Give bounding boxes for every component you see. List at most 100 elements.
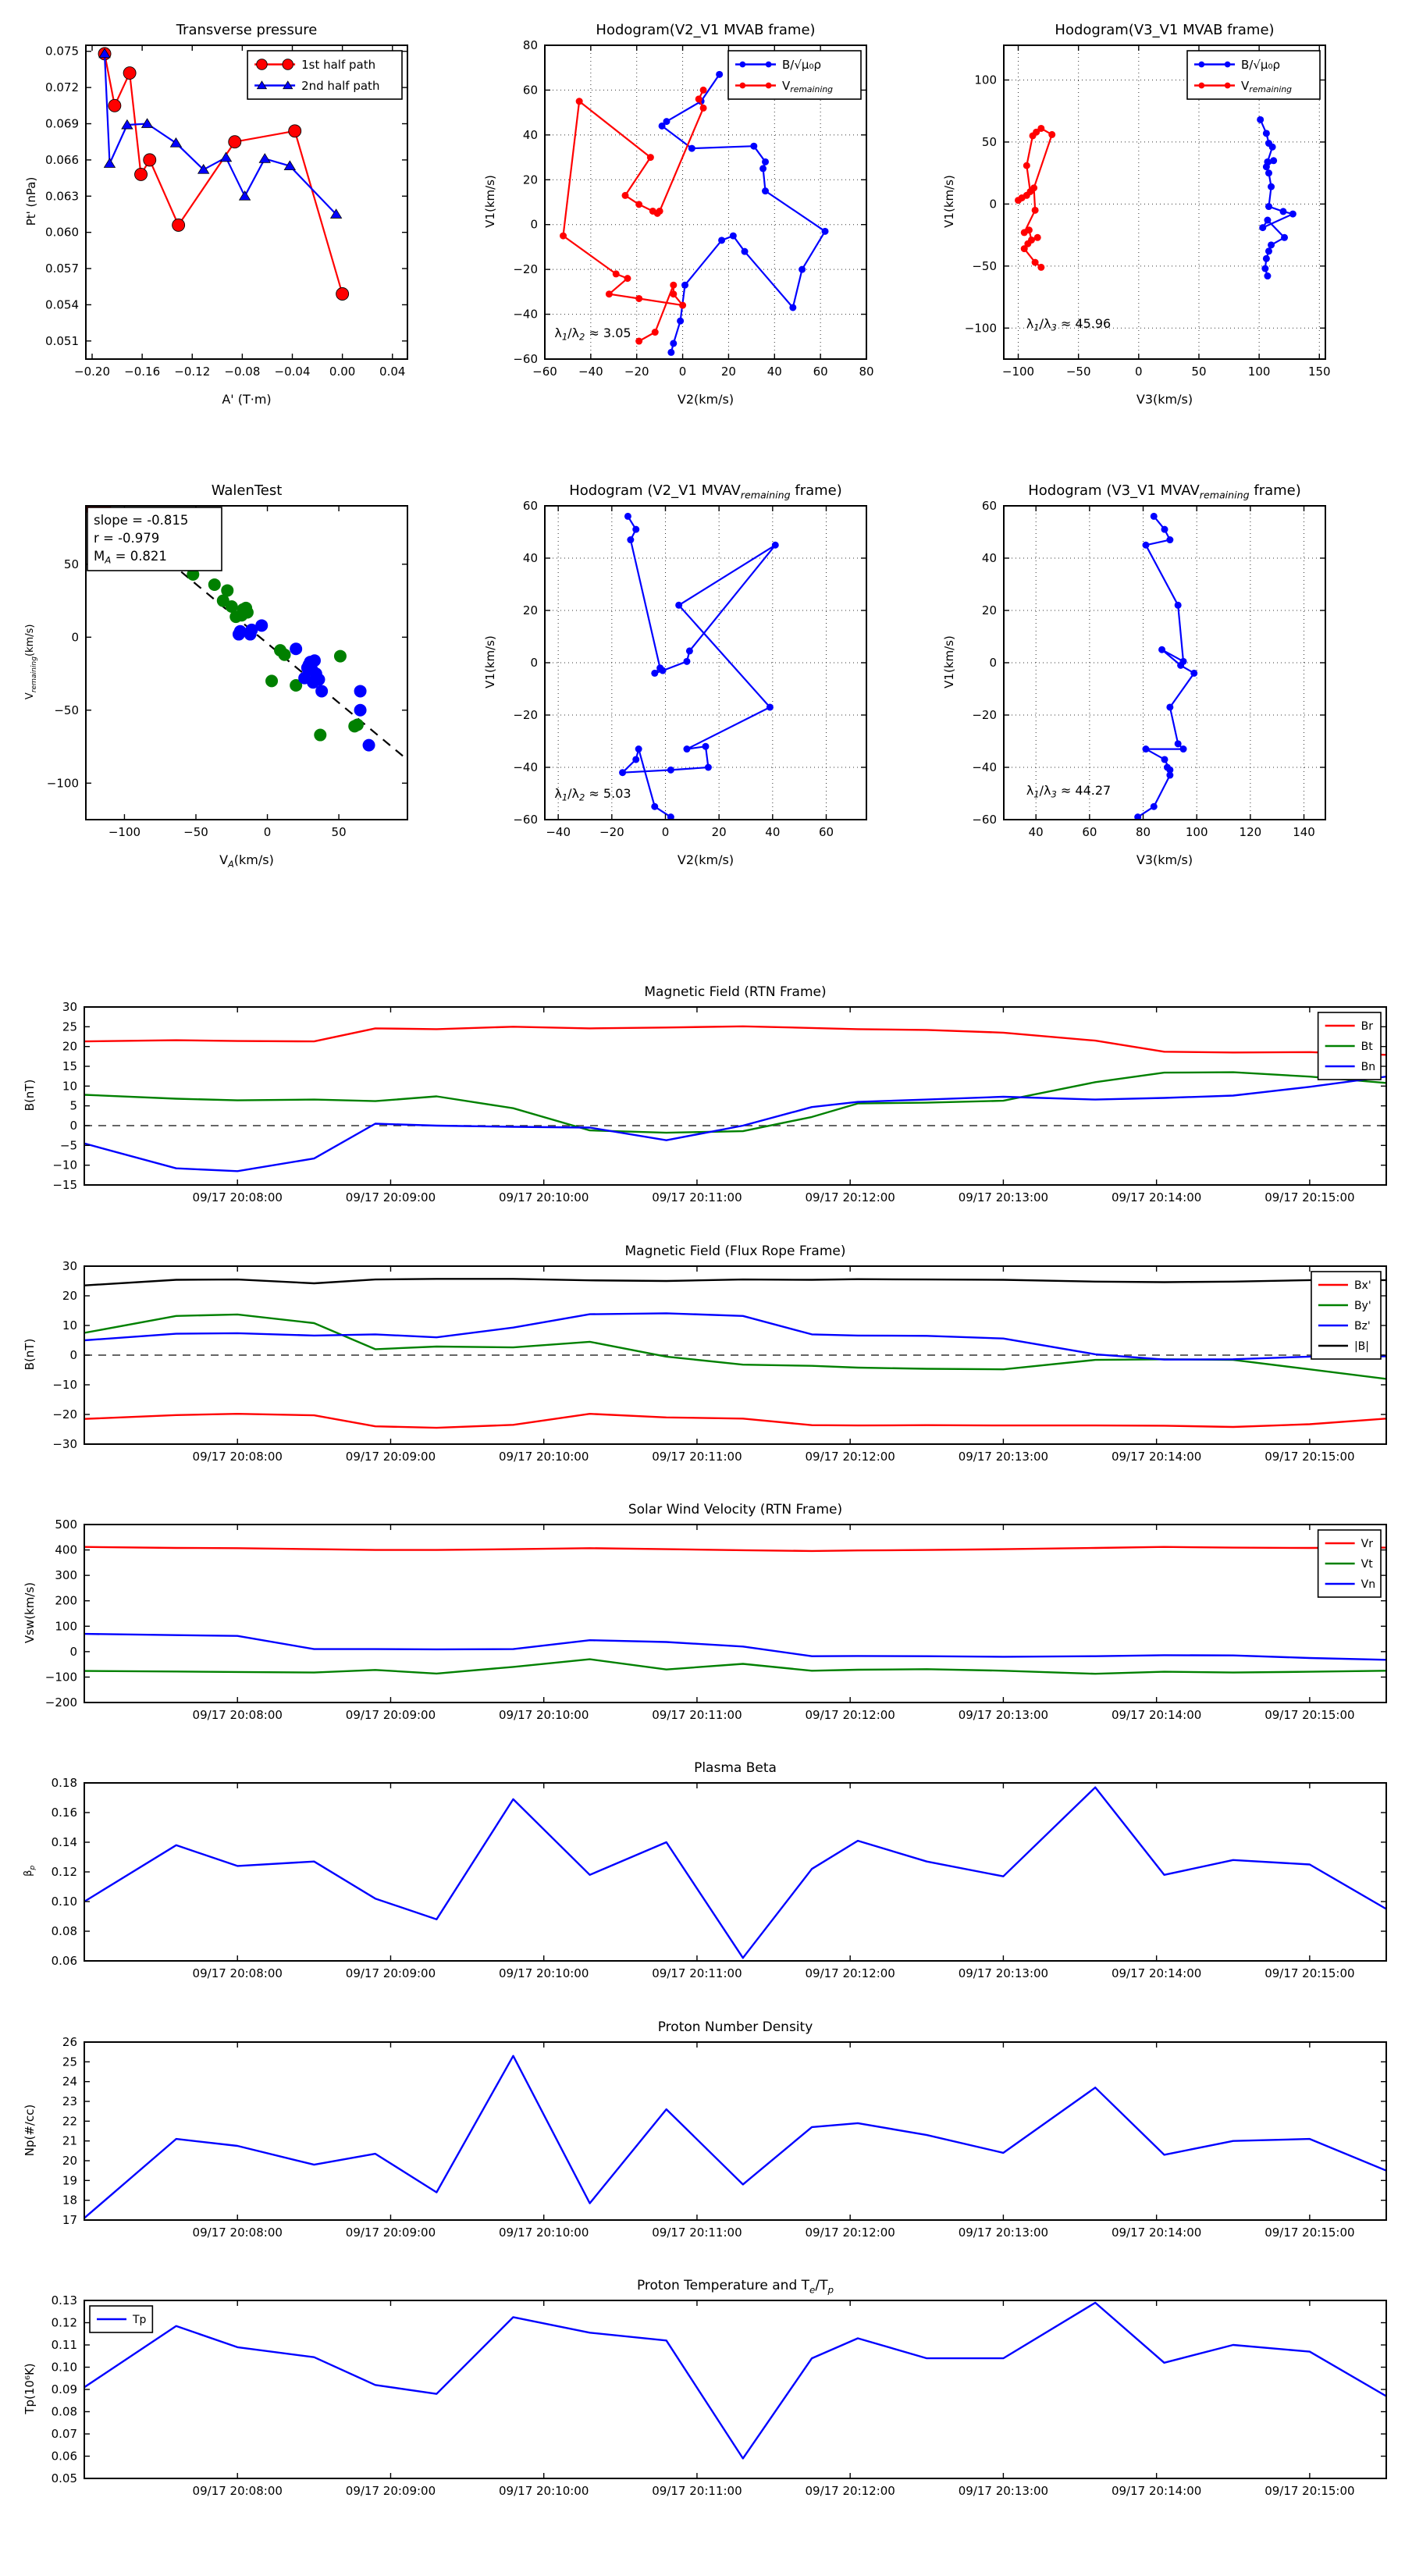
svg-text:0.10: 0.10	[52, 2361, 77, 2375]
svg-text:26: 26	[62, 2035, 77, 2049]
svg-text:0.08: 0.08	[52, 1924, 77, 1938]
svg-text:−60: −60	[972, 813, 997, 827]
lambda-ratio-annotation: λ1/λ3 ≈ 45.96	[1026, 316, 1111, 333]
svg-text:0.06: 0.06	[52, 2450, 77, 2464]
scatter-point	[354, 685, 367, 698]
panel-hodogram-v2v1-mvav: −40 −20 0 20 40 60 −60 −40 −20 0 20 40 60 λ1/λ2 ≈ 5.0…	[465, 465, 926, 924]
path-dot	[1161, 756, 1168, 763]
svg-text:09/17 20:13:00: 09/17 20:13:00	[959, 1190, 1048, 1204]
markers-V remaining	[560, 86, 707, 345]
axis-ticks	[545, 505, 866, 820]
panel-transverse-pressure: −0.20 −0.16 −0.12 −0.08 −0.04 0.00 0.04 0.051 0.…	[6, 5, 467, 464]
path-dot	[1224, 61, 1231, 68]
svg-text:20: 20	[712, 825, 727, 839]
svg-text:18: 18	[62, 2194, 77, 2208]
scatter-point	[187, 568, 200, 581]
path-dot	[683, 745, 691, 753]
markers-first half	[187, 568, 364, 742]
svg-text:30: 30	[62, 1259, 77, 1273]
path-dot	[635, 337, 643, 345]
path-dot	[646, 154, 654, 162]
svg-text:20: 20	[62, 2154, 77, 2168]
path-dot	[1270, 157, 1278, 165]
svg-text:09/17 20:15:00: 09/17 20:15:00	[1264, 2226, 1354, 2240]
svg-text:09/17 20:14:00: 09/17 20:14:00	[1112, 1966, 1201, 1980]
svg-text:120: 120	[1240, 825, 1262, 839]
y-axis-label: B(nT)	[23, 1338, 37, 1371]
path-dot	[1179, 745, 1187, 753]
axes-frame	[85, 44, 408, 360]
svg-text:0: 0	[989, 197, 997, 211]
x-axis-label: A' (T·m)	[222, 392, 272, 407]
scatter-point	[290, 642, 303, 656]
chart-title: Magnetic Field (RTN Frame)	[644, 984, 827, 1000]
path-dot	[619, 769, 627, 777]
plot-canvas: 09/17 20:08:00 09/17 20:09:00 09/17 20:10:…	[45, 1517, 1387, 1722]
svg-text:100: 100	[974, 73, 997, 87]
svg-text:09/17 20:10:00: 09/17 20:10:00	[499, 2484, 589, 2498]
series-V2_V1 path	[621, 515, 777, 818]
plot-canvas: 09/17 20:08:00 09/17 20:09:00 09/17 20:10:…	[52, 1776, 1387, 1980]
axes-frame	[84, 1524, 1387, 1703]
path-dot	[699, 86, 707, 94]
triangle-marker	[98, 48, 111, 59]
legend: B/√μ₀ρ Vremaining	[1186, 50, 1321, 100]
axes-frame	[84, 1006, 1387, 1186]
legend-label: By'	[1354, 1300, 1371, 1312]
scatter-point	[240, 606, 254, 619]
svg-text:−5: −5	[60, 1138, 77, 1152]
svg-text:09/17 20:11:00: 09/17 20:11:00	[652, 1190, 742, 1204]
path-dot	[635, 201, 643, 208]
svg-text:20: 20	[523, 603, 538, 617]
svg-text:−60: −60	[513, 813, 538, 827]
svg-text:40: 40	[982, 551, 997, 565]
path-dot	[1134, 813, 1142, 820]
y-axis-label: Vsw(km/s)	[23, 1582, 37, 1644]
scatter-point	[245, 623, 258, 636]
svg-text:0: 0	[1135, 365, 1143, 379]
svg-text:09/17 20:14:00: 09/17 20:14:00	[1112, 1708, 1201, 1722]
series-B/sqrt(mu0 rho)	[661, 73, 827, 353]
svg-text:−40: −40	[513, 760, 538, 774]
gridlines	[1004, 505, 1325, 820]
scatter-point	[333, 649, 347, 663]
path-dot	[765, 82, 772, 89]
x-axis-label: V2(km/s)	[677, 392, 735, 407]
svg-text:20: 20	[62, 1289, 77, 1303]
path-dot	[651, 329, 659, 336]
svg-text:20: 20	[982, 603, 997, 617]
svg-text:0.051: 0.051	[45, 334, 79, 348]
circle-marker	[123, 66, 137, 80]
series-|B|	[84, 1278, 1386, 1286]
svg-text:09/17 20:09:00: 09/17 20:09:00	[346, 2484, 436, 2498]
svg-text:0.13: 0.13	[52, 2293, 77, 2307]
svg-text:0.075: 0.075	[45, 44, 79, 59]
y-axis-label: B(nT)	[23, 1079, 37, 1112]
svg-text:0.04: 0.04	[379, 365, 405, 379]
svg-text:09/17 20:08:00: 09/17 20:08:00	[193, 1708, 283, 1722]
path-dot	[1279, 208, 1287, 215]
svg-text:09/17 20:09:00: 09/17 20:09:00	[346, 2226, 436, 2240]
svg-text:09/17 20:13:00: 09/17 20:13:00	[959, 1708, 1048, 1722]
path-dot	[762, 187, 770, 195]
svg-text:0.00: 0.00	[329, 365, 355, 379]
svg-text:09/17 20:12:00: 09/17 20:12:00	[805, 1708, 895, 1722]
svg-text:0.063: 0.063	[45, 189, 79, 203]
svg-text:09/17 20:08:00: 09/17 20:08:00	[193, 1190, 283, 1204]
legend-label: Vremaining	[782, 79, 833, 94]
scatter-point	[208, 578, 221, 591]
path-dot	[667, 813, 674, 820]
svg-text:0: 0	[530, 656, 538, 670]
path-dot	[1030, 184, 1038, 192]
scatter-point	[315, 685, 329, 698]
tick-labels: 09/17 20:08:00 09/17 20:09:00 09/17 20:10:…	[52, 1000, 1354, 1204]
tick-labels: 09/17 20:08:00 09/17 20:09:00 09/17 20:10:…	[52, 1259, 1354, 1464]
svg-text:−0.04: −0.04	[275, 365, 311, 379]
data-layer	[84, 2055, 1386, 2219]
circle-marker	[336, 287, 350, 301]
path-dot	[670, 281, 678, 289]
data-layer	[84, 1278, 1386, 1429]
markers-V2_V1 path	[619, 512, 779, 820]
data-layer	[84, 1025, 1386, 1172]
svg-text:−20: −20	[513, 262, 538, 276]
